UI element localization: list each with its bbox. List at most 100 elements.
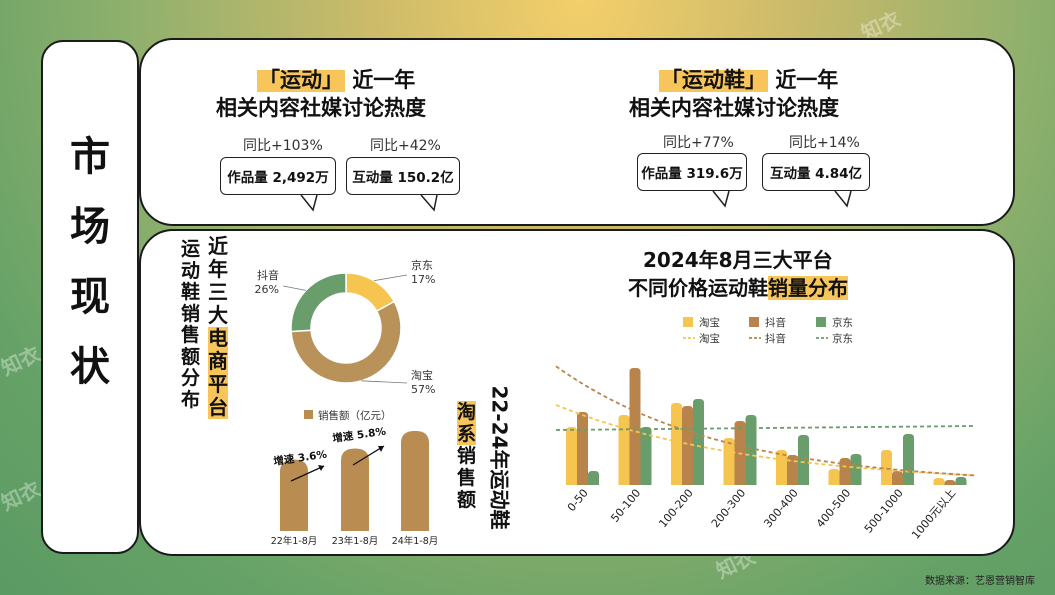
growth-annotation: 增速 5.8% (332, 425, 388, 445)
growth-arrow (290, 465, 325, 482)
donut-slice (290, 300, 402, 384)
legend-swatch (683, 317, 693, 327)
title-char: 近 (208, 234, 228, 258)
right-heading-tag: 「运动鞋」 (659, 68, 768, 92)
growth-arrow-head (378, 446, 384, 452)
price-trendline (555, 404, 975, 477)
donut-leader-line (373, 274, 408, 282)
title-char: 销 (181, 302, 201, 325)
price-bar (787, 455, 798, 485)
watermark: 知衣 (0, 476, 44, 516)
price-bar (566, 427, 577, 485)
price-bar (798, 435, 809, 485)
price-bar (776, 450, 787, 485)
side-title: 市 场 现 状 (43, 122, 137, 402)
donut-title-col2: 近 年 三 大 电 商 平 台 (208, 235, 228, 419)
donut-pct-label: 26% (255, 283, 279, 296)
left-heading-line2: 相关内容社媒讨论热度 (216, 96, 426, 120)
title-char: 三 (208, 280, 228, 304)
right-metric-works: 作品量 319.6万 (637, 153, 747, 191)
growth-arrow (352, 445, 385, 466)
title-char: 平 (208, 372, 228, 396)
side-title-char: 场 (70, 204, 110, 250)
right-heading-line1: 「运动鞋」 近一年 (659, 64, 838, 94)
donut-leader-line (282, 285, 306, 291)
watermark: 知衣 (0, 341, 44, 381)
title-char: 布 (181, 388, 201, 411)
price-category-label: 0-50 (565, 487, 591, 514)
right-heading-line2: 相关内容社媒讨论热度 (629, 96, 839, 120)
legend-trend-label: 京东 (832, 332, 853, 345)
left-metric-interactions: 互动量 150.2亿 (346, 157, 460, 195)
right-yoy-1: 同比+77% (663, 135, 734, 151)
price-trendline (555, 365, 975, 477)
donut-pct-label: 17% (411, 273, 435, 286)
title-char: 运 (181, 238, 201, 260)
sales-panel: 运 动 鞋 销 售 额 分 布 近 年 三 大 电 商 平 台 淘 系 销 售 … (139, 229, 1015, 556)
price-bar (745, 415, 757, 485)
growth-category-label: 22年1-8月 (271, 535, 318, 547)
price-chart-title-line1: 2024年8月三大平台 (643, 248, 833, 272)
growth-bar (341, 448, 369, 531)
donut-label: 京东 (411, 258, 433, 272)
growth-bar (401, 430, 429, 531)
title-char: 额 (181, 345, 201, 368)
side-title-char: 状 (70, 344, 110, 390)
title-plain: 不同价格运动鞋 (628, 276, 768, 300)
bubble-tail (712, 190, 730, 208)
bubble-tail (420, 194, 438, 212)
right-metric-interactions: 互动量 4.84亿 (762, 153, 870, 191)
title-highlight: 销量分布 (768, 276, 848, 300)
side-title-panel: 市 场 现 状 (41, 40, 139, 554)
price-bar (944, 480, 956, 485)
growth-legend-label: 销售额（亿元） (318, 409, 392, 422)
social-heat-panel: 「运动」 近一年 相关内容社媒讨论热度 同比+103% 同比+42% 作品量 2… (139, 38, 1015, 226)
title-char: 电 (208, 326, 228, 350)
price-bar (850, 454, 862, 485)
data-source: 数据来源：艺恩营销智库 (925, 576, 1035, 587)
bubble-tail (834, 190, 852, 208)
price-bar (839, 458, 851, 485)
donut-pct-label: 57% (411, 383, 435, 396)
legend-swatch (816, 317, 826, 327)
title-char: 售 (457, 467, 477, 489)
side-title-char: 市 (70, 134, 110, 180)
left-metric-works: 作品量 2,492万 (220, 157, 336, 195)
title-char: 商 (208, 349, 228, 373)
price-category-label: 200-300 (709, 487, 749, 531)
title-char: 售 (181, 324, 201, 346)
price-bar (933, 478, 945, 485)
donut-slice (290, 272, 347, 333)
price-bar (577, 412, 588, 485)
title-char: 大 (208, 303, 228, 327)
growth-category-label: 24年1-8月 (392, 535, 439, 547)
price-bar (881, 450, 892, 485)
price-bar (682, 406, 693, 485)
donut-leader-line (361, 380, 408, 384)
side-title-char: 现 (70, 274, 110, 320)
price-category-label: 100-200 (656, 487, 696, 531)
price-bar (629, 368, 641, 485)
price-category-label: 500-1000 (862, 487, 906, 536)
title-char: 鞋 (181, 281, 201, 303)
price-category-label: 400-500 (814, 487, 854, 531)
legend-swatch (749, 317, 759, 327)
title-char: 台 (208, 395, 228, 419)
donut-title-col1: 运 动 鞋 销 售 额 分 布 (181, 238, 201, 411)
price-bar (828, 469, 840, 485)
price-bar (671, 403, 682, 485)
growth-bar (280, 459, 308, 531)
left-heading-rest: 近一年 (352, 68, 416, 92)
price-category-label: 1000元以上 (909, 487, 958, 542)
legend-swatch (304, 410, 313, 419)
price-bar (903, 434, 914, 485)
title-char: 额 (457, 489, 477, 511)
legend-trend-label: 淘宝 (699, 332, 720, 345)
title-char: 销 (457, 445, 477, 467)
price-chart-title-line2: 不同价格运动鞋销量分布 (628, 272, 848, 301)
price-bar (955, 477, 967, 485)
